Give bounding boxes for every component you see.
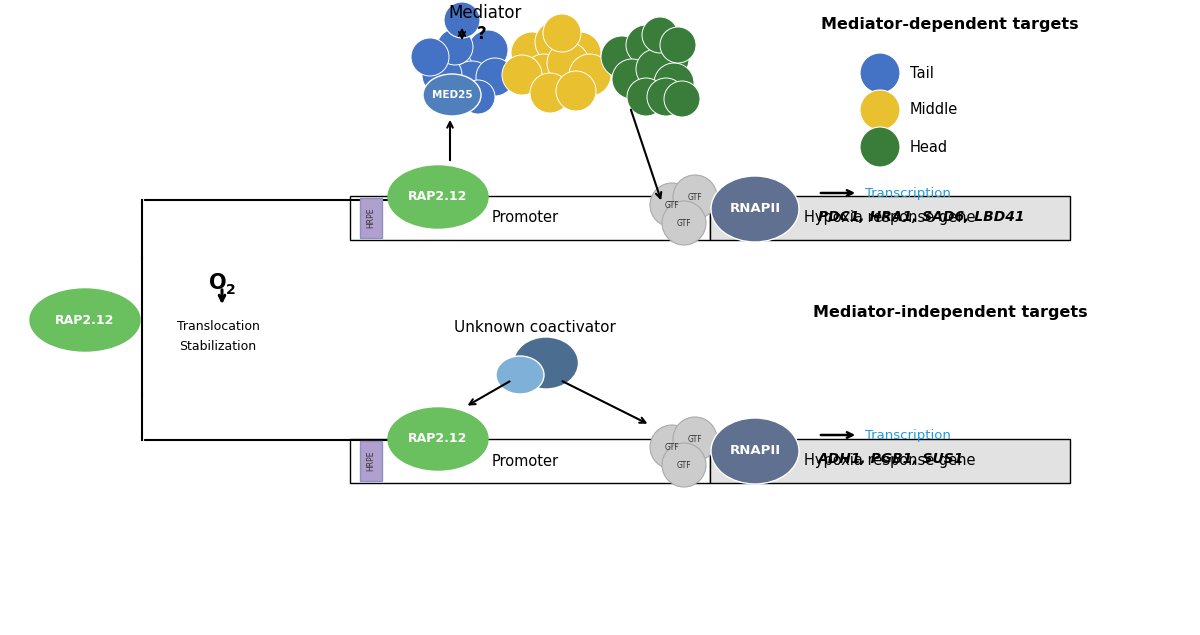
Circle shape [556,71,596,111]
Circle shape [437,29,473,65]
Circle shape [547,42,589,84]
Circle shape [442,42,482,84]
FancyBboxPatch shape [710,196,1070,240]
Ellipse shape [514,337,578,389]
Circle shape [430,77,466,113]
Circle shape [468,30,508,70]
Ellipse shape [388,408,488,470]
Text: Unknown coactivator: Unknown coactivator [454,319,616,335]
Text: RAP2.12: RAP2.12 [408,432,468,446]
Circle shape [559,32,601,74]
Text: HRPE: HRPE [366,208,376,228]
Text: PDC1, HRA1, SAD6, LBD41: PDC1, HRA1, SAD6, LBD41 [818,210,1025,224]
Text: Mediator: Mediator [449,4,522,22]
Ellipse shape [496,356,544,394]
Text: Promoter: Promoter [492,453,558,469]
FancyBboxPatch shape [360,441,382,481]
Circle shape [542,14,581,52]
Ellipse shape [422,74,481,116]
Text: GTF: GTF [688,434,702,443]
Text: O: O [209,273,227,293]
Text: Stabilization: Stabilization [180,340,257,354]
Text: Middle: Middle [910,102,959,117]
Circle shape [642,17,678,53]
Circle shape [628,78,665,116]
Text: RAP2.12: RAP2.12 [408,190,468,203]
Text: Hypoxia response gene: Hypoxia response gene [804,453,976,469]
Text: GTF: GTF [677,460,691,469]
Circle shape [410,38,449,76]
Circle shape [523,54,565,96]
Circle shape [511,32,553,74]
FancyBboxPatch shape [350,439,710,483]
Circle shape [612,59,652,99]
Circle shape [660,27,696,63]
Circle shape [530,73,570,113]
Circle shape [502,55,542,95]
Ellipse shape [710,176,799,242]
FancyBboxPatch shape [360,198,382,238]
Text: GTF: GTF [677,218,691,227]
Circle shape [444,2,480,38]
Circle shape [461,80,496,114]
Text: HRPE: HRPE [366,451,376,471]
Circle shape [450,61,494,105]
Circle shape [860,127,900,167]
Circle shape [422,55,462,95]
Text: Tail: Tail [910,65,934,81]
Text: RAP2.12: RAP2.12 [55,314,115,326]
Circle shape [860,53,900,93]
Circle shape [654,63,694,103]
Text: RNAPII: RNAPII [730,203,780,215]
Text: 2: 2 [226,283,236,297]
Circle shape [662,443,706,487]
Text: Transcription: Transcription [865,187,950,199]
Text: RNAPII: RNAPII [730,444,780,457]
Circle shape [601,36,643,78]
Text: Translocation: Translocation [176,321,259,333]
Circle shape [647,78,685,116]
Text: Mediator-independent targets: Mediator-independent targets [812,305,1087,321]
Circle shape [650,425,694,469]
Text: ?: ? [478,25,487,43]
Text: Head: Head [910,140,948,154]
Circle shape [535,21,577,63]
Text: GTF: GTF [665,443,679,451]
Ellipse shape [30,289,140,351]
Circle shape [626,25,666,65]
Circle shape [664,81,700,117]
FancyBboxPatch shape [710,439,1070,483]
FancyBboxPatch shape [350,196,710,240]
Ellipse shape [388,166,488,228]
Circle shape [673,417,718,461]
Ellipse shape [710,418,799,484]
Circle shape [860,90,900,130]
Circle shape [476,58,514,96]
Text: GTF: GTF [688,192,702,201]
Text: Hypoxia response gene: Hypoxia response gene [804,210,976,225]
Text: ADH1, PGB1, SUS1: ADH1, PGB1, SUS1 [818,452,965,466]
Circle shape [647,38,689,80]
Text: MED25: MED25 [432,90,473,100]
Circle shape [673,175,718,219]
Text: Promoter: Promoter [492,210,558,225]
Circle shape [569,54,611,96]
Circle shape [662,201,706,245]
Text: GTF: GTF [665,201,679,210]
Text: Transcription: Transcription [865,429,950,441]
Text: Mediator-dependent targets: Mediator-dependent targets [821,18,1079,32]
Circle shape [636,49,676,89]
Circle shape [650,183,694,227]
